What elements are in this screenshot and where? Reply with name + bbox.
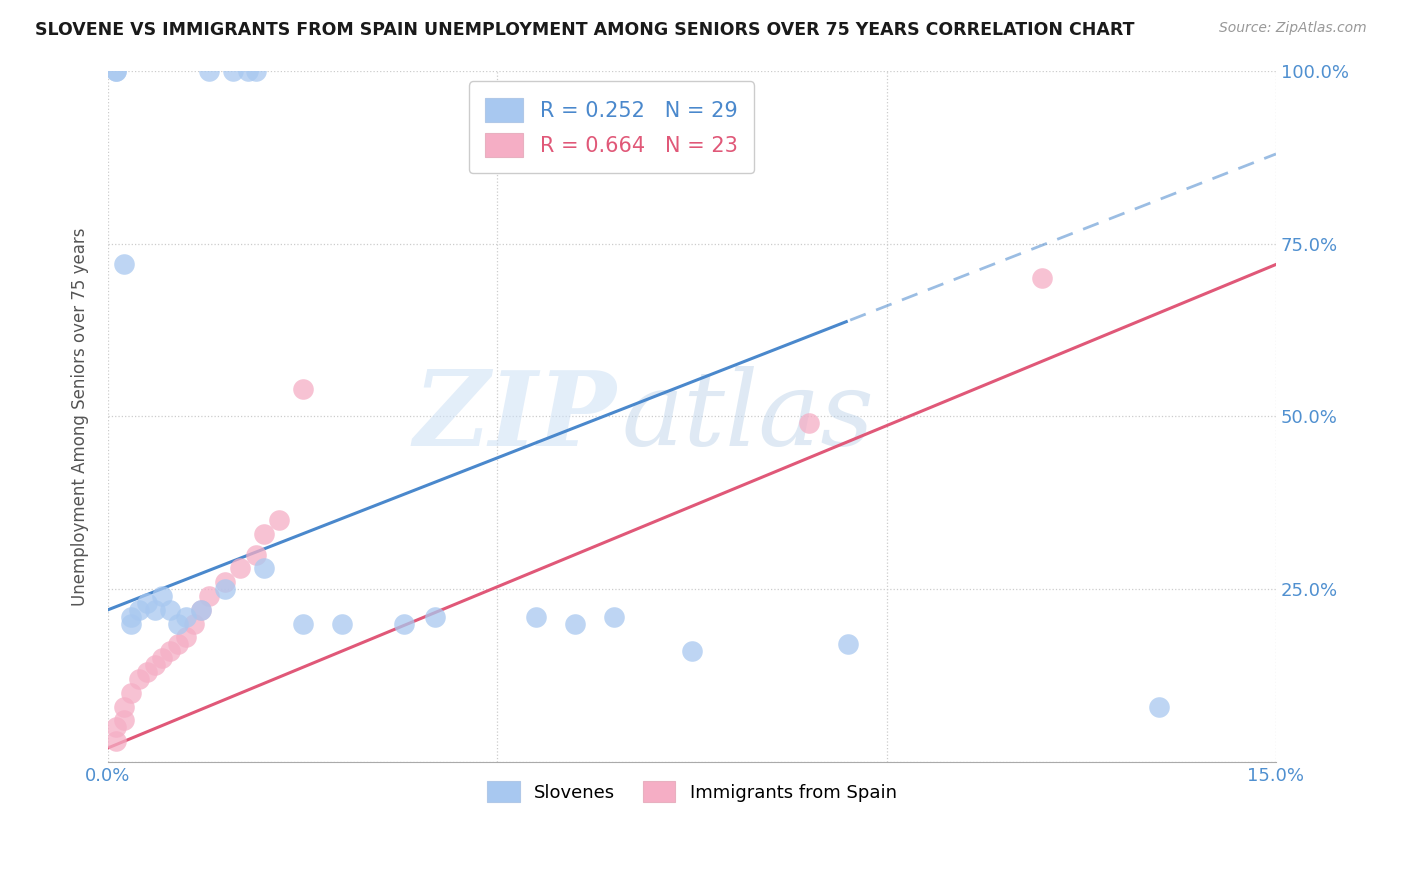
Point [423, 609, 446, 624]
Point [159, 603, 181, 617]
Point [104, 720, 127, 734]
Point [837, 637, 859, 651]
Point [159, 644, 181, 658]
Point [291, 382, 314, 396]
Point [135, 665, 157, 679]
Point [104, 64, 127, 78]
Point [112, 257, 135, 271]
Point [143, 603, 166, 617]
Point [603, 609, 626, 624]
Point [112, 714, 135, 728]
Point [183, 616, 205, 631]
Point [104, 64, 127, 78]
Point [1031, 271, 1053, 285]
Point [128, 603, 150, 617]
Point [190, 603, 212, 617]
Point [564, 616, 586, 631]
Point [112, 699, 135, 714]
Point [104, 734, 127, 748]
Point [236, 64, 259, 78]
Point [167, 637, 190, 651]
Point [120, 609, 142, 624]
Point [120, 616, 142, 631]
Point [392, 616, 415, 631]
Point [681, 644, 703, 658]
Point [198, 64, 221, 78]
Point [797, 417, 820, 431]
Point [245, 548, 267, 562]
Point [214, 575, 236, 590]
Text: ZIP: ZIP [413, 366, 616, 467]
Point [291, 616, 314, 631]
Point [174, 631, 197, 645]
Point [269, 513, 291, 527]
Point [152, 651, 174, 665]
Y-axis label: Unemployment Among Seniors over 75 years: Unemployment Among Seniors over 75 years [72, 227, 89, 606]
Point [1147, 699, 1170, 714]
Point [198, 589, 221, 603]
Text: atlas: atlas [621, 366, 875, 467]
Point [120, 686, 142, 700]
Point [174, 609, 197, 624]
Text: SLOVENE VS IMMIGRANTS FROM SPAIN UNEMPLOYMENT AMONG SENIORS OVER 75 YEARS CORREL: SLOVENE VS IMMIGRANTS FROM SPAIN UNEMPLO… [35, 21, 1135, 38]
Point [221, 64, 243, 78]
Point [167, 616, 190, 631]
Point [128, 672, 150, 686]
Point [214, 582, 236, 596]
Point [253, 526, 276, 541]
Point [135, 596, 157, 610]
Point [190, 603, 212, 617]
Point [229, 561, 252, 575]
Point [253, 561, 276, 575]
Text: Source: ZipAtlas.com: Source: ZipAtlas.com [1219, 21, 1367, 35]
Point [330, 616, 353, 631]
Point [143, 658, 166, 673]
Point [524, 609, 547, 624]
Legend: Slovenes, Immigrants from Spain: Slovenes, Immigrants from Spain [475, 769, 910, 815]
Point [152, 589, 174, 603]
Point [245, 64, 267, 78]
